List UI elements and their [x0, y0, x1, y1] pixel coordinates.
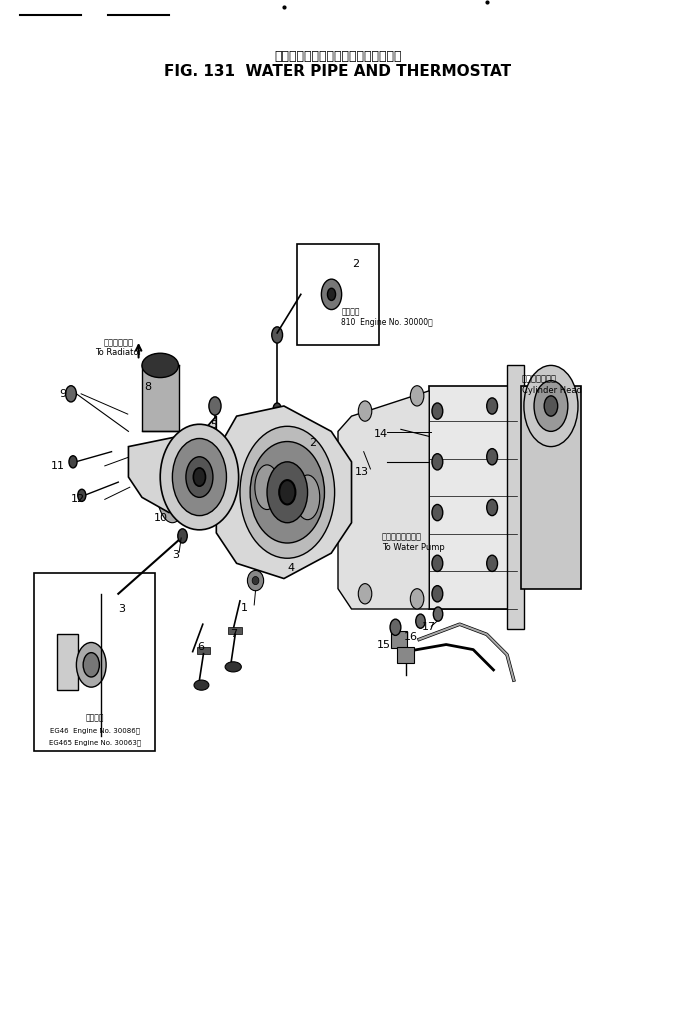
Text: 応用番号: 応用番号 [341, 308, 360, 316]
Circle shape [66, 386, 76, 402]
Text: 2: 2 [352, 259, 360, 269]
Text: To Water Pump: To Water Pump [382, 543, 445, 552]
Circle shape [487, 499, 498, 516]
Ellipse shape [255, 465, 279, 510]
Text: ラジエータへ: ラジエータへ [103, 338, 133, 347]
Circle shape [78, 489, 86, 501]
Ellipse shape [194, 680, 209, 690]
Circle shape [76, 642, 106, 687]
Ellipse shape [252, 577, 259, 585]
Text: 12: 12 [71, 494, 84, 504]
Ellipse shape [524, 365, 578, 447]
Ellipse shape [247, 570, 264, 591]
Circle shape [432, 403, 443, 419]
Ellipse shape [240, 426, 335, 558]
Circle shape [279, 480, 295, 504]
Text: 17: 17 [422, 622, 435, 632]
Bar [57, 634, 78, 690]
Text: EG46  Engine No. 30086～: EG46 Engine No. 30086～ [49, 728, 140, 734]
Circle shape [193, 468, 206, 486]
Circle shape [432, 454, 443, 470]
Circle shape [186, 457, 213, 497]
Text: シリンダヘッド: シリンダヘッド [522, 375, 557, 384]
Circle shape [432, 555, 443, 571]
Circle shape [210, 457, 220, 473]
Polygon shape [216, 406, 352, 579]
Circle shape [487, 449, 498, 465]
Circle shape [272, 327, 283, 343]
Ellipse shape [225, 662, 241, 672]
Text: 14: 14 [374, 429, 387, 439]
Text: 1: 1 [241, 603, 248, 613]
Circle shape [410, 386, 424, 406]
Circle shape [432, 504, 443, 521]
Text: 13: 13 [355, 467, 368, 477]
Text: 3: 3 [118, 604, 125, 614]
Bar [521, 386, 581, 589]
Circle shape [433, 607, 443, 621]
Text: 9: 9 [59, 389, 66, 399]
Text: 5: 5 [210, 420, 217, 430]
Bar [297, 244, 379, 345]
Circle shape [69, 456, 77, 468]
Circle shape [410, 589, 424, 609]
Circle shape [432, 586, 443, 602]
Text: Cylinder Head: Cylinder Head [522, 386, 582, 395]
Ellipse shape [155, 442, 189, 523]
Text: 11: 11 [51, 461, 64, 471]
Ellipse shape [172, 438, 226, 516]
Text: 2: 2 [310, 437, 316, 448]
Circle shape [416, 614, 425, 628]
Circle shape [209, 397, 221, 415]
Polygon shape [128, 416, 216, 513]
Text: ウォータパイプおよびサーモスタット: ウォータパイプおよびサーモスタット [274, 51, 402, 63]
Ellipse shape [295, 475, 320, 520]
Circle shape [267, 462, 308, 523]
Bar [429, 386, 517, 609]
Text: 8: 8 [144, 382, 151, 392]
Circle shape [358, 401, 372, 421]
Text: ウォータポンプへ: ウォータポンプへ [382, 532, 422, 541]
Bar [142, 365, 179, 431]
Circle shape [390, 619, 401, 635]
Ellipse shape [160, 424, 239, 530]
Text: 16: 16 [404, 632, 418, 642]
Text: 15: 15 [377, 639, 391, 650]
Text: 3: 3 [172, 550, 179, 560]
Circle shape [487, 398, 498, 414]
Text: 810  Engine No. 30000～: 810 Engine No. 30000～ [341, 319, 433, 327]
Ellipse shape [142, 353, 178, 378]
Text: 10: 10 [154, 513, 168, 523]
Circle shape [534, 381, 568, 431]
Circle shape [327, 288, 335, 300]
Circle shape [487, 555, 498, 571]
Polygon shape [338, 391, 429, 609]
Circle shape [358, 584, 372, 604]
Text: 7: 7 [230, 629, 237, 639]
Bar [197, 647, 210, 654]
Bar [507, 365, 524, 629]
Bar [391, 631, 407, 648]
Circle shape [83, 653, 99, 677]
Bar [34, 573, 155, 751]
Bar [397, 647, 414, 663]
Text: 应用番号: 应用番号 [85, 714, 104, 722]
Text: EG465 Engine No. 30063～: EG465 Engine No. 30063～ [49, 740, 141, 746]
Text: FIG. 131  WATER PIPE AND THERMOSTAT: FIG. 131 WATER PIPE AND THERMOSTAT [164, 64, 512, 78]
Circle shape [273, 403, 281, 415]
Ellipse shape [250, 442, 324, 543]
Circle shape [321, 279, 341, 310]
Bar [228, 627, 242, 634]
Circle shape [178, 529, 187, 543]
Text: 4: 4 [287, 563, 294, 573]
Text: To Radiator: To Radiator [95, 348, 142, 357]
Text: 6: 6 [197, 641, 204, 652]
Circle shape [544, 396, 558, 416]
